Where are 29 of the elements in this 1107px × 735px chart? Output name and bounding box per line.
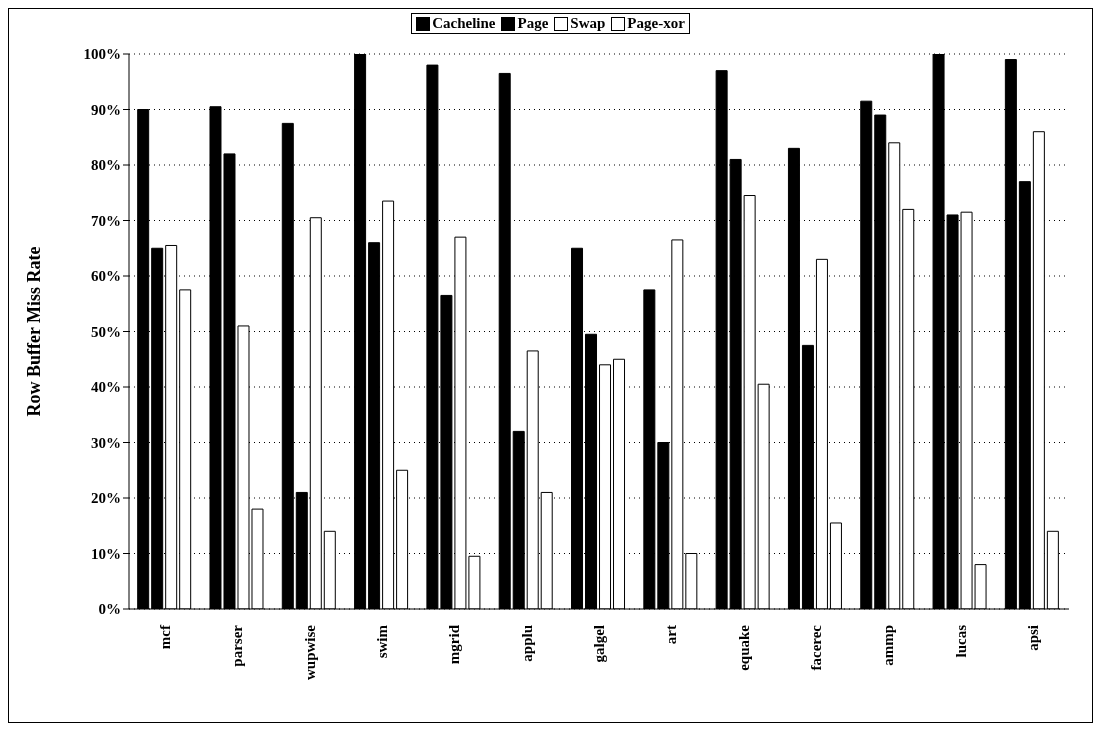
- x-tick-label: wupwise: [301, 624, 318, 681]
- x-tick-label: facerec: [807, 624, 824, 671]
- x-tick-label: swim: [374, 624, 391, 659]
- x-tick-label: equake: [735, 624, 752, 671]
- y-tick-label: 0%: [98, 601, 121, 618]
- y-tick-label: 50%: [91, 323, 121, 340]
- y-axis-title: Row Buffer Miss Rate: [24, 246, 45, 417]
- legend-label: Cacheline: [431, 15, 496, 32]
- y-tick-label: 40%: [91, 379, 121, 396]
- x-tick-label: galgel: [591, 625, 607, 663]
- y-tick-label: 10%: [91, 545, 121, 562]
- y-tick-label: 100%: [83, 46, 121, 63]
- y-tick-label: 30%: [91, 434, 121, 451]
- y-tick-label: 20%: [91, 490, 121, 507]
- legend-label: Page-xor: [626, 15, 685, 32]
- x-tick-label: lucas: [952, 624, 969, 658]
- legend-label: Page: [516, 15, 549, 32]
- x-tick-label: ammp: [880, 625, 897, 666]
- x-tick-label: mcf: [157, 624, 174, 650]
- y-tick-label: 70%: [91, 212, 121, 229]
- x-tick-label: mgrid: [446, 624, 463, 665]
- y-tick-label: 80%: [91, 157, 121, 174]
- x-tick-label: applu: [518, 625, 535, 662]
- x-tick-label: art: [663, 625, 680, 645]
- x-tick-label: parser: [229, 624, 246, 667]
- x-tick-label: apsi: [1024, 625, 1041, 651]
- legend-label: Swap: [569, 15, 606, 32]
- y-tick-label: 90%: [91, 101, 121, 118]
- y-tick-label: 60%: [91, 268, 121, 285]
